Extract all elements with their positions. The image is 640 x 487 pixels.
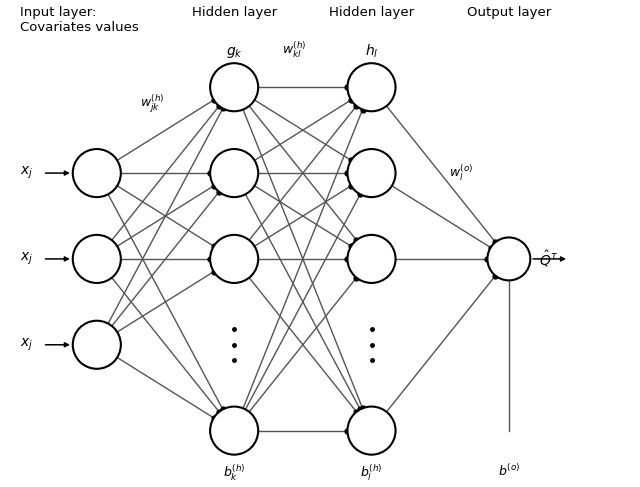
Text: Output layer: Output layer — [467, 6, 551, 19]
Circle shape — [210, 149, 258, 197]
Text: $b^{(o)}$: $b^{(o)}$ — [498, 463, 520, 479]
Circle shape — [488, 238, 531, 281]
Circle shape — [348, 63, 396, 111]
Circle shape — [73, 149, 121, 197]
Text: Hidden layer: Hidden layer — [191, 6, 276, 19]
Text: $x_j$: $x_j$ — [20, 337, 33, 353]
Text: $w_{kl}^{(h)}$: $w_{kl}^{(h)}$ — [282, 39, 307, 60]
Circle shape — [348, 407, 396, 455]
Circle shape — [210, 407, 258, 455]
Circle shape — [73, 321, 121, 369]
Text: $x_j$: $x_j$ — [20, 165, 33, 181]
Text: $b_k^{(h)}$: $b_k^{(h)}$ — [223, 463, 246, 484]
Circle shape — [73, 235, 121, 283]
Text: Input layer:
Covariates values: Input layer: Covariates values — [20, 6, 138, 34]
Text: $\hat{Q}^\tau$: $\hat{Q}^\tau$ — [539, 249, 558, 269]
Text: $b_l^{(h)}$: $b_l^{(h)}$ — [360, 463, 383, 484]
Circle shape — [210, 63, 258, 111]
Text: $w_l^{(o)}$: $w_l^{(o)}$ — [449, 163, 473, 183]
Text: $w_{jk}^{(h)}$: $w_{jk}^{(h)}$ — [140, 94, 165, 115]
Circle shape — [210, 235, 258, 283]
Text: $x_j$: $x_j$ — [20, 251, 33, 267]
Text: $h_l$: $h_l$ — [365, 42, 378, 60]
Text: Hidden layer: Hidden layer — [329, 6, 414, 19]
Circle shape — [348, 149, 396, 197]
Circle shape — [348, 235, 396, 283]
Text: $g_k$: $g_k$ — [226, 45, 243, 60]
